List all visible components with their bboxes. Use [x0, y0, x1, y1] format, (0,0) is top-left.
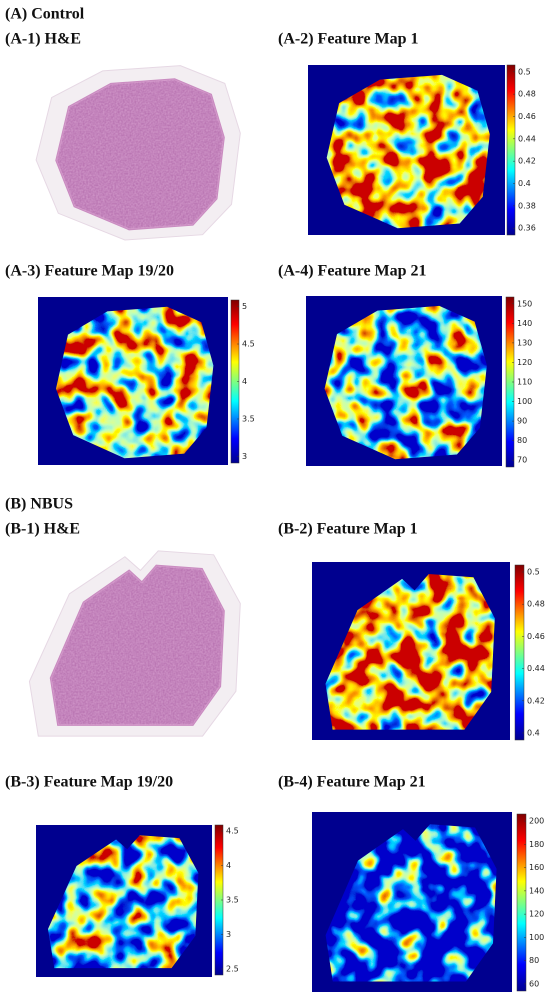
colorbar-label: 140 — [517, 319, 532, 328]
panel-label: (B-4) Feature Map 21 — [278, 774, 426, 791]
colorbar-label: 70 — [517, 456, 527, 465]
panel-label: (A-3) Feature Map 19/20 — [5, 263, 174, 280]
colorbar-label: 0.42 — [527, 696, 545, 705]
colorbar-label: 80 — [517, 436, 527, 445]
colorbar — [516, 813, 527, 992]
colorbar — [506, 64, 516, 236]
heatmap — [56, 306, 214, 459]
colorbar-label: 4 — [242, 377, 247, 386]
colorbar-label: 0.5 — [518, 67, 531, 76]
colorbar-label: 0.46 — [527, 632, 545, 641]
colorbar-label: 130 — [517, 338, 532, 347]
colorbar-label: 0.46 — [518, 112, 536, 121]
colorbar-label: 0.38 — [518, 201, 536, 210]
colorbar-label: 200 — [529, 817, 544, 826]
colorbar-label: 3.5 — [242, 414, 255, 423]
colorbar-label: 100 — [529, 933, 544, 942]
colorbar-label: 180 — [529, 840, 544, 849]
panel-label: (B-1) H&E — [5, 521, 80, 538]
colorbar-label: 4 — [226, 861, 231, 870]
colorbar-label: 0.44 — [527, 664, 545, 673]
colorbar-label: 60 — [529, 979, 539, 988]
panel-label: (B-2) Feature Map 1 — [278, 521, 418, 538]
colorbar-label: 0.42 — [518, 157, 536, 166]
colorbar-label: 160 — [529, 863, 544, 872]
colorbar-label: 110 — [517, 378, 532, 387]
colorbar-label: 0.4 — [527, 729, 540, 738]
panel-label: (A-4) Feature Map 21 — [278, 263, 427, 280]
colorbar-label: 100 — [517, 397, 532, 406]
colorbar-label: 120 — [529, 910, 544, 919]
panel-label: (A-1) H&E — [5, 31, 81, 48]
colorbar-label: 120 — [517, 358, 532, 367]
section-title: (B) NBUS — [5, 496, 73, 513]
colorbar-label: 0.36 — [518, 224, 536, 233]
colorbar-label: 150 — [517, 299, 532, 308]
tissue-texture — [56, 79, 224, 230]
panel-label: (B-3) Feature Map 19/20 — [5, 774, 173, 791]
colorbar-label: 0.5 — [527, 568, 540, 577]
colorbar-label: 5 — [242, 302, 247, 311]
colorbar-label: 4.5 — [242, 340, 255, 349]
colorbar — [514, 564, 525, 741]
colorbar-label: 0.48 — [518, 90, 536, 99]
colorbar-label: 2.5 — [226, 965, 239, 974]
colorbar-label: 140 — [529, 886, 544, 895]
section-title: (A) Control — [5, 6, 85, 23]
colorbar-label: 0.4 — [518, 179, 531, 188]
colorbar-label: 3 — [242, 452, 247, 461]
colorbar-label: 0.44 — [518, 134, 536, 143]
colorbar-label: 80 — [529, 956, 539, 965]
colorbar-label: 4.5 — [226, 827, 239, 836]
heatmap — [324, 305, 487, 460]
colorbar-label: 3 — [226, 930, 231, 939]
colorbar-label: 3.5 — [226, 896, 239, 905]
colorbar-label: 0.48 — [527, 600, 545, 609]
colorbar-label: 90 — [517, 417, 527, 426]
heatmap — [326, 74, 490, 229]
panel-label: (A-2) Feature Map 1 — [278, 31, 419, 48]
